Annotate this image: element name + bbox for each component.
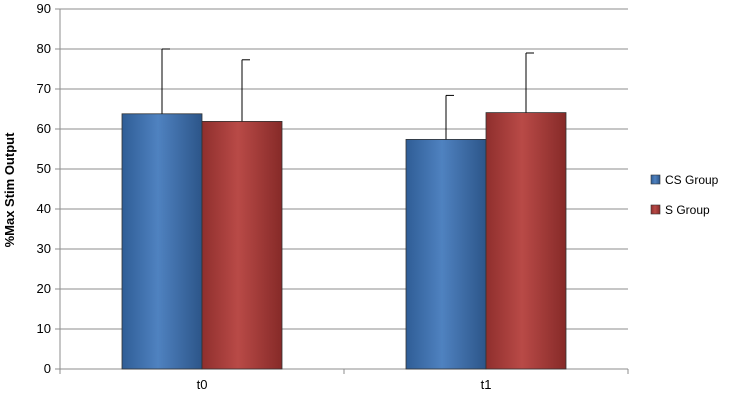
legend: CS Group S Group	[650, 173, 719, 217]
legend-swatch	[650, 174, 661, 185]
bar-cs-group-t1	[405, 138, 487, 370]
y-tick-label: 50	[37, 161, 51, 176]
y-tick-label: 10	[37, 321, 51, 336]
legend-swatch	[650, 204, 661, 215]
bar-s-group-t0	[201, 121, 283, 370]
tick-labels: 0 10 20 30 40 50 60 70 80 90 t0 t1	[37, 1, 492, 392]
bars	[121, 112, 567, 370]
legend-label: S Group	[665, 203, 710, 217]
y-tick-label: 90	[37, 1, 51, 16]
bar-s-group-t1	[485, 112, 567, 370]
legend-label: CS Group	[665, 173, 719, 187]
y-tick-label: 20	[37, 281, 51, 296]
x-tick-label: t1	[481, 377, 492, 392]
y-tick-label: 30	[37, 241, 51, 256]
y-tick-label: 0	[44, 361, 51, 376]
bar-cs-group-t0	[121, 113, 203, 370]
y-tick-label: 60	[37, 121, 51, 136]
x-tick-label: t0	[197, 377, 208, 392]
y-axis-title: %Max Stim Output	[2, 132, 17, 248]
error-bars	[161, 48, 534, 140]
y-tick-label: 80	[37, 41, 51, 56]
y-tick-label: 40	[37, 201, 51, 216]
y-tick-label: 70	[37, 81, 51, 96]
